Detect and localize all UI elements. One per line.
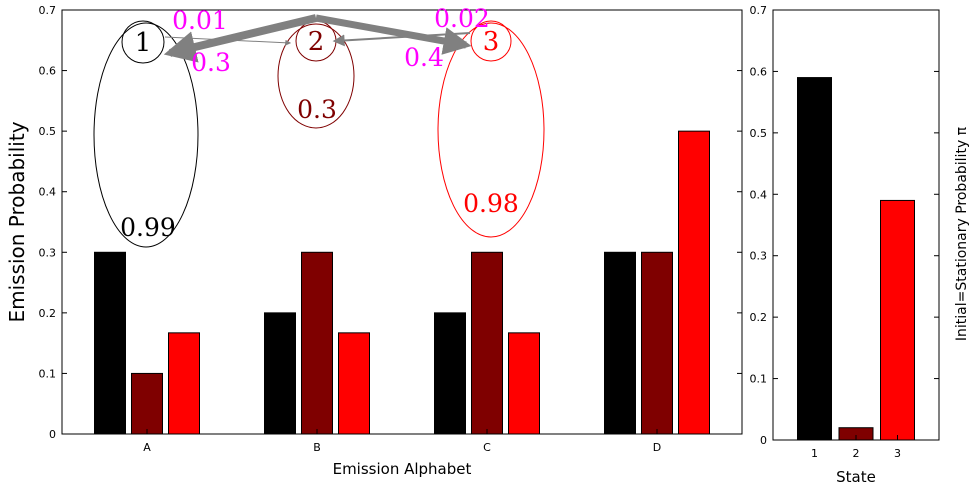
- state-2-loop-ellipse: [277, 23, 355, 129]
- transition-label-2-to-3: 0.4: [404, 43, 444, 72]
- bar-d-series-2: [641, 251, 673, 435]
- emission-x-axis-label: Emission Alphabet: [333, 460, 472, 478]
- state-x-tick-label-2: 2: [853, 447, 860, 460]
- state-y-tick-label-3: 0.3: [750, 250, 768, 263]
- state-y-tick-label-6: 0.6: [750, 65, 768, 78]
- state-bar-3: [880, 199, 915, 441]
- x-tick-label-a: A: [143, 441, 151, 454]
- state-2-self-prob: 0.3: [297, 95, 337, 124]
- bar-a-series-2: [131, 372, 163, 435]
- state-1-self-prob: 0.99: [120, 213, 176, 242]
- y-tick-label-4: 0.4: [39, 186, 57, 199]
- bar-b-series-1: [264, 312, 296, 435]
- bar-d-series-1: [604, 251, 636, 435]
- stationary-bars: [797, 77, 915, 441]
- emission-y-ticks: 0 0.1 0.2 0.3 0.4 0.5 0.6 0.7: [39, 4, 742, 441]
- state-y-tick-label-2: 0.2: [750, 311, 768, 324]
- bar-a-series-3: [168, 332, 200, 435]
- y-tick-label-6: 0.6: [39, 65, 57, 78]
- state-x-tick-label-3: 3: [894, 447, 901, 460]
- state-y-tick-label-5: 0.5: [750, 127, 768, 140]
- state-3-label: 3: [483, 27, 500, 57]
- state-bar-1: [797, 77, 832, 441]
- stationary-y-ticks: 0 0.1 0.2 0.3 0.4 0.5 0.6 0.7: [750, 4, 939, 447]
- transition-arrow-2-to-3: [315, 14, 472, 55]
- state-1-label: 1: [135, 28, 152, 58]
- x-tick-label-c: C: [483, 441, 491, 454]
- emission-x-ticks: A B C D: [143, 429, 661, 454]
- emission-axes-box: [61, 9, 743, 435]
- y-tick-label-3: 0.3: [39, 246, 57, 259]
- state-1-loop-ellipse: [93, 22, 199, 248]
- y-tick-label-7: 0.7: [39, 4, 57, 17]
- bar-c-series-1: [434, 312, 466, 435]
- emission-y-axis-label: Emission Probability: [5, 121, 29, 322]
- bar-d-series-3: [678, 130, 710, 435]
- stationary-x-axis-label: State: [836, 468, 876, 486]
- bar-c-series-3: [508, 332, 540, 435]
- state-3-self-prob: 0.98: [463, 189, 519, 218]
- y-tick-label-5: 0.5: [39, 125, 57, 138]
- transition-label-3-to-2: 0.02: [434, 4, 490, 33]
- y-tick-label-1: 0.1: [39, 367, 57, 380]
- state-y-tick-label-4: 0.4: [750, 188, 768, 201]
- emission-chart: 0 0.1 0.2 0.3 0.4 0.5 0.6 0.7 A B C D Emission Alp…: [5, 4, 743, 478]
- stationary-chart: 0 0.1 0.2 0.3 0.4 0.5 0.6 0.7 1 2 3 State Initial…: [750, 4, 971, 486]
- state-y-tick-label-1: 0.1: [750, 373, 768, 386]
- bar-c-series-2: [471, 251, 503, 435]
- bar-a-series-1: [94, 251, 126, 435]
- y-tick-label-0: 0: [49, 428, 56, 441]
- transition-arrow-2-to-1: [163, 14, 317, 63]
- state-y-tick-label-7: 0.7: [750, 4, 768, 17]
- stationary-x-ticks: 1 2 3: [811, 435, 901, 460]
- transition-label-2-to-1: 0.3: [191, 48, 231, 77]
- state-3-loop-ellipse: [437, 22, 545, 238]
- y-tick-label-2: 0.2: [39, 307, 57, 320]
- stationary-y-axis-label: Initial=Stationary Probability π: [954, 126, 970, 341]
- x-tick-label-d: D: [653, 441, 661, 454]
- transition-arrow-3-to-2: [332, 32, 471, 47]
- state-y-tick-label-0: 0: [760, 434, 767, 447]
- hmm-state-diagram: 1 0.99 2 0.3 3 0.98 0.01 0.3 0.4 0.02: [93, 4, 545, 248]
- state-2-label: 2: [308, 27, 325, 57]
- bar-b-series-2: [301, 251, 333, 435]
- x-tick-label-b: B: [313, 441, 321, 454]
- state-x-tick-label-1: 1: [811, 447, 818, 460]
- transition-label-1-to-2: 0.01: [172, 6, 228, 35]
- emission-bars: [94, 130, 710, 435]
- bar-b-series-3: [338, 332, 370, 435]
